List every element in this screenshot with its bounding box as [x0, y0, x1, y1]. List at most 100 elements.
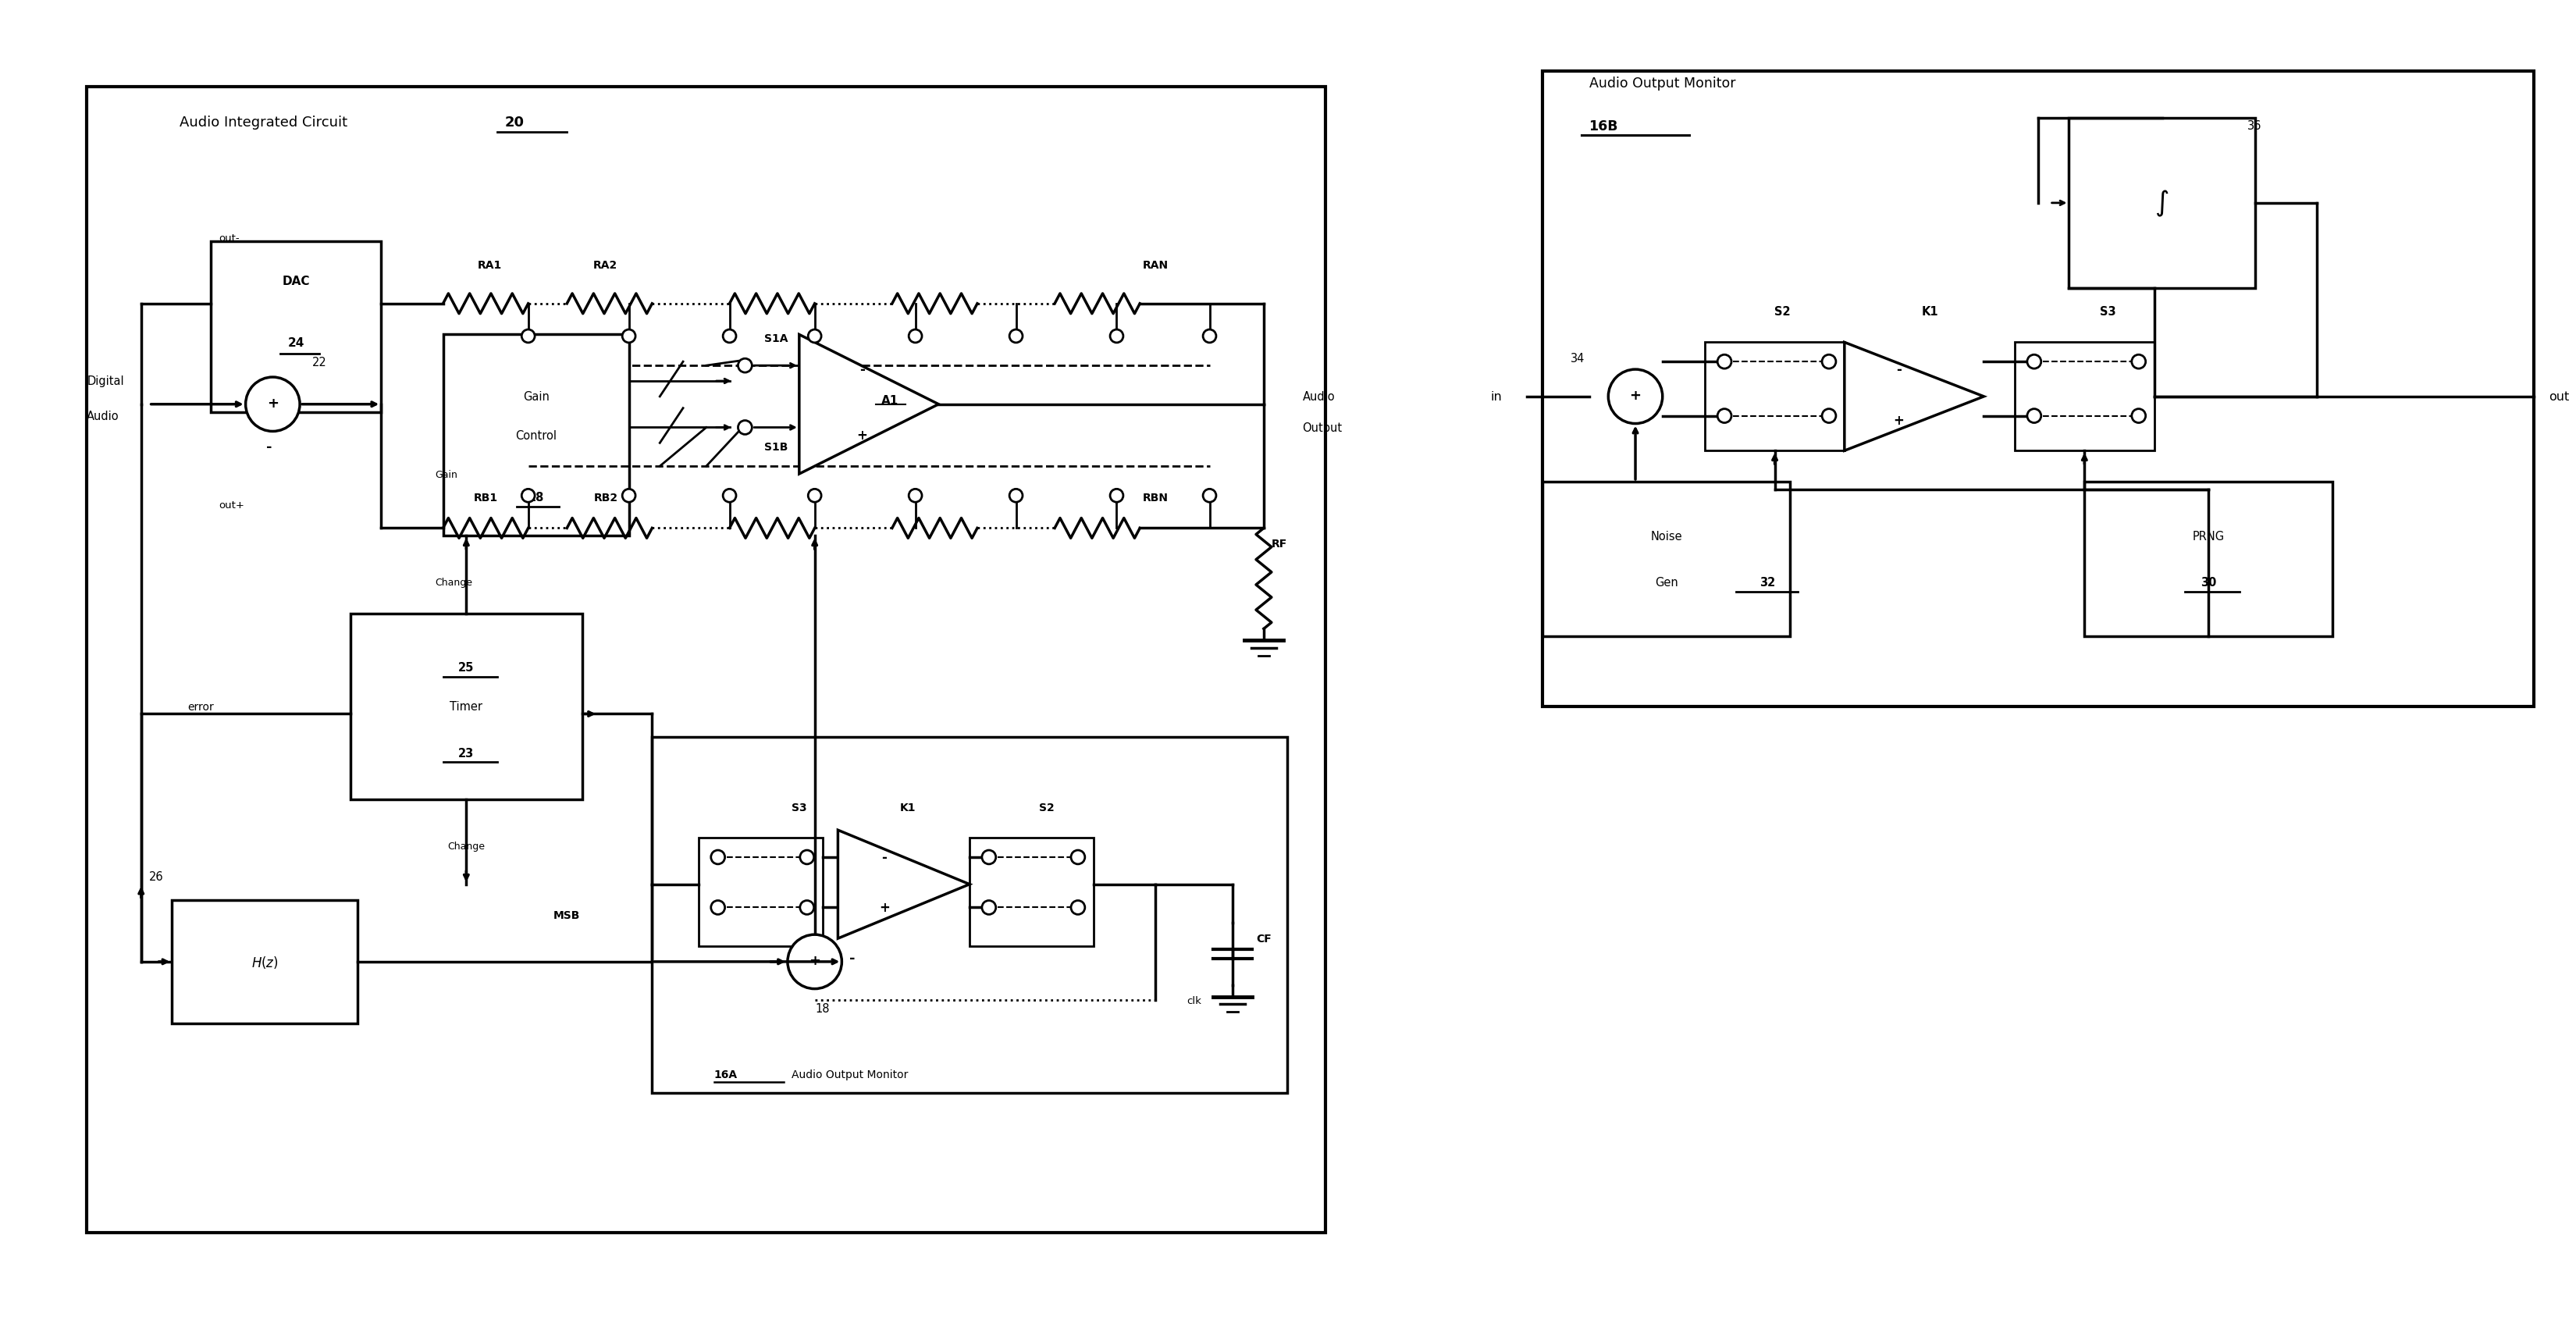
Text: 28: 28 [528, 491, 544, 503]
Circle shape [809, 490, 822, 503]
Circle shape [1203, 490, 1216, 503]
Text: $H(z)$: $H(z)$ [252, 954, 278, 970]
Text: Output: Output [1303, 422, 1342, 434]
Text: Change: Change [435, 578, 474, 588]
Text: out: out [2550, 391, 2568, 403]
Circle shape [1203, 330, 1216, 343]
Text: MSB: MSB [554, 910, 580, 921]
Bar [211, 242, 381, 413]
Circle shape [245, 378, 299, 431]
Text: CF: CF [1257, 933, 1273, 944]
Text: 16B: 16B [1589, 118, 1618, 133]
Text: +: + [1631, 389, 1641, 402]
Text: -: - [850, 950, 855, 965]
Text: 23: 23 [459, 747, 474, 759]
Text: S3: S3 [2099, 306, 2115, 318]
Circle shape [724, 490, 737, 503]
Text: Gain: Gain [435, 470, 459, 479]
Text: error: error [188, 701, 214, 712]
Bar [969, 839, 1092, 946]
Circle shape [801, 851, 814, 864]
Circle shape [981, 901, 997, 914]
Bar [350, 614, 582, 800]
Text: A1: A1 [881, 395, 899, 407]
Circle shape [520, 330, 536, 343]
Text: clk: clk [1188, 996, 1200, 1006]
Bar [2069, 118, 2254, 289]
Text: 24: 24 [289, 337, 304, 349]
Text: 20: 20 [505, 116, 526, 129]
Polygon shape [1844, 343, 1984, 451]
Text: Digital: Digital [88, 375, 124, 387]
Text: RAN: RAN [1141, 260, 1170, 272]
Text: RF: RF [1273, 539, 1288, 550]
Circle shape [1110, 330, 1123, 343]
Text: Timer: Timer [451, 700, 482, 712]
Text: +: + [1893, 413, 1904, 427]
Bar [698, 839, 822, 946]
Circle shape [1110, 490, 1123, 503]
Text: out-: out- [219, 233, 240, 244]
Text: Audio: Audio [88, 410, 118, 422]
Text: 16A: 16A [714, 1069, 737, 1079]
Text: +: + [855, 429, 868, 442]
Text: in: in [1492, 391, 1502, 403]
Text: RA2: RA2 [592, 260, 618, 272]
Circle shape [724, 330, 737, 343]
Text: PRNG: PRNG [2192, 531, 2226, 542]
Bar [1543, 482, 1790, 636]
Circle shape [739, 421, 752, 435]
Text: 30: 30 [2200, 576, 2215, 588]
Text: S2: S2 [1038, 801, 1054, 812]
Text: K1: K1 [899, 801, 914, 812]
Text: RBN: RBN [1144, 492, 1170, 503]
Text: -: - [881, 851, 886, 864]
Circle shape [623, 330, 636, 343]
Bar [173, 900, 358, 1024]
Circle shape [2133, 410, 2146, 423]
Circle shape [1010, 490, 1023, 503]
Circle shape [711, 901, 724, 914]
Text: S1B: S1B [765, 442, 788, 453]
Circle shape [1072, 901, 1084, 914]
Text: $\int$: $\int$ [2154, 189, 2169, 218]
Circle shape [909, 490, 922, 503]
Text: -: - [1896, 363, 1901, 377]
Circle shape [1821, 410, 1837, 423]
Bar [443, 335, 629, 536]
Text: +: + [809, 953, 822, 968]
Circle shape [909, 330, 922, 343]
Circle shape [2027, 355, 2040, 369]
Text: Control: Control [515, 430, 556, 442]
Text: Gain: Gain [523, 391, 549, 403]
Polygon shape [837, 831, 969, 938]
Text: RB1: RB1 [474, 492, 497, 503]
Bar [1543, 72, 2535, 707]
Text: DAC: DAC [283, 276, 309, 286]
Text: 25: 25 [459, 662, 474, 673]
Circle shape [711, 851, 724, 864]
Bar [652, 737, 1288, 1094]
Text: 32: 32 [1759, 576, 1775, 588]
Circle shape [1072, 851, 1084, 864]
Circle shape [1718, 355, 1731, 369]
Bar [2084, 482, 2331, 636]
Text: -: - [265, 441, 273, 454]
Circle shape [788, 934, 842, 989]
Bar [2014, 343, 2154, 451]
Text: -: - [860, 363, 866, 377]
Circle shape [1718, 410, 1731, 423]
Text: +: + [268, 397, 278, 410]
Text: out+: out+ [219, 500, 245, 510]
Text: 36: 36 [2249, 120, 2262, 132]
Text: Audio Integrated Circuit: Audio Integrated Circuit [180, 116, 348, 129]
Circle shape [2133, 355, 2146, 369]
Text: Audio Output Monitor: Audio Output Monitor [791, 1069, 909, 1079]
Text: RA1: RA1 [477, 260, 502, 272]
Circle shape [623, 490, 636, 503]
Text: S3: S3 [791, 801, 806, 812]
Text: +: + [878, 901, 889, 914]
Bar [88, 88, 1327, 1233]
Text: RB2: RB2 [592, 492, 618, 503]
Text: 26: 26 [149, 870, 165, 882]
